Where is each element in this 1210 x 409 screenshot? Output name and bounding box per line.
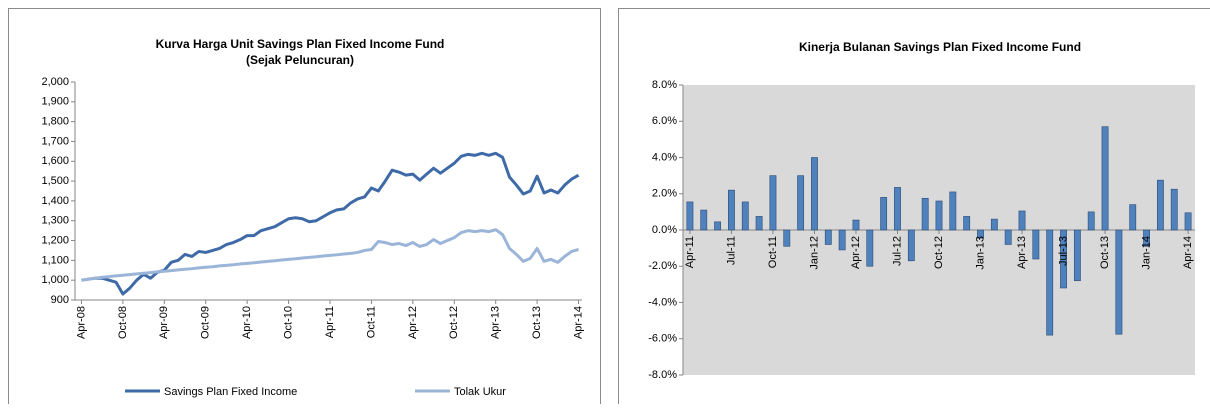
y-tick-label: 1,000 <box>41 274 69 286</box>
chart-subtitle: (Sejak Peluncuran) <box>246 53 354 67</box>
bar <box>1033 230 1039 259</box>
bar <box>1047 230 1053 335</box>
x-tick-label: Oct-11 <box>365 306 377 338</box>
x-tick-label: Apr-11 <box>324 306 336 338</box>
bar <box>894 187 900 230</box>
x-tick-label: Apr-13 <box>490 306 502 339</box>
x-tick-label: Oct-12 <box>933 236 945 269</box>
x-tick-label: Jul-11 <box>725 236 737 265</box>
x-tick-label: Jul-13 <box>1057 236 1069 266</box>
y-tick-label: 1,200 <box>41 234 69 246</box>
x-tick-label: Oct-13 <box>1099 236 1111 269</box>
bar <box>825 230 831 245</box>
bar <box>936 201 942 230</box>
bar <box>687 202 693 230</box>
y-tick-label: -4.0% <box>648 296 677 308</box>
bar <box>784 230 790 246</box>
y-tick-label: 2.0% <box>652 188 677 200</box>
x-tick-label: Oct-09 <box>200 306 212 339</box>
bar <box>1185 213 1191 230</box>
bar <box>881 197 887 230</box>
x-tick-label: Oct-13 <box>531 306 543 339</box>
x-tick-label: Apr-11 <box>684 236 696 268</box>
left-panel <box>9 9 601 405</box>
bar <box>770 176 776 230</box>
bar <box>728 190 734 230</box>
bar <box>714 222 720 230</box>
bar <box>1157 180 1163 230</box>
y-tick-label: 8.0% <box>652 79 677 91</box>
x-tick-label: Apr-09 <box>158 306 170 339</box>
bar <box>950 192 956 230</box>
legend-label: Savings Plan Fixed Income <box>164 386 297 398</box>
x-tick-label: Jan-12 <box>808 236 820 270</box>
y-tick-label: 0.0% <box>652 224 677 236</box>
y-tick-label: -6.0% <box>648 333 677 345</box>
bar <box>853 220 859 230</box>
bar <box>1116 230 1122 334</box>
x-tick-label: Apr-14 <box>572 306 584 339</box>
y-tick-label: -2.0% <box>648 260 677 272</box>
x-tick-label: Apr-13 <box>1016 236 1028 269</box>
y-tick-label: 1,100 <box>41 254 69 266</box>
x-tick-label: Apr-12 <box>407 306 419 339</box>
x-tick-label: Jul-12 <box>891 236 903 266</box>
chart-title: Kurva Harga Unit Savings Plan Fixed Inco… <box>156 37 445 51</box>
y-tick-label: 1,700 <box>41 135 69 147</box>
bar <box>742 202 748 230</box>
legend-label: Tolak Ukur <box>454 386 506 398</box>
y-tick-label: 1,600 <box>41 155 69 167</box>
bar <box>964 216 970 230</box>
bar <box>1102 127 1108 230</box>
bar <box>701 210 707 230</box>
chart-title: Kinerja Bulanan Savings Plan Fixed Incom… <box>799 40 1081 54</box>
x-tick-label: Oct-12 <box>448 306 460 339</box>
x-tick-label: Jan-13 <box>974 236 986 270</box>
bar <box>811 158 817 231</box>
x-tick-label: Jan-14 <box>1140 236 1152 270</box>
y-tick-label: 1,400 <box>41 195 69 207</box>
bar <box>922 198 928 230</box>
bar <box>1019 211 1025 230</box>
y-tick-label: 1,300 <box>41 215 69 227</box>
y-tick-label: 1,800 <box>41 116 69 128</box>
bar <box>1130 205 1136 230</box>
x-tick-label: Apr-08 <box>75 306 87 339</box>
y-tick-label: 1,900 <box>41 96 69 108</box>
y-tick-label: 900 <box>51 294 69 306</box>
bar <box>867 230 873 266</box>
x-tick-label: Apr-10 <box>241 306 253 339</box>
bar <box>756 216 762 230</box>
bar <box>991 219 997 230</box>
x-tick-label: Apr-12 <box>850 236 862 269</box>
x-tick-label: Oct-11 <box>767 236 779 268</box>
y-tick-label: 6.0% <box>652 115 677 127</box>
bar <box>1005 230 1011 245</box>
x-tick-label: Oct-10 <box>282 306 294 339</box>
bar <box>1074 230 1080 281</box>
y-tick-label: 2,000 <box>41 76 69 88</box>
bar <box>1088 212 1094 230</box>
x-tick-label: Oct-08 <box>117 306 129 339</box>
x-tick-label: Apr-14 <box>1182 236 1194 269</box>
bar <box>839 230 845 250</box>
bar <box>1171 189 1177 230</box>
y-tick-label: 1,500 <box>41 175 69 187</box>
bar <box>908 230 914 261</box>
y-tick-label: -8.0% <box>648 369 677 381</box>
y-tick-label: 4.0% <box>652 151 677 163</box>
bar <box>798 176 804 230</box>
